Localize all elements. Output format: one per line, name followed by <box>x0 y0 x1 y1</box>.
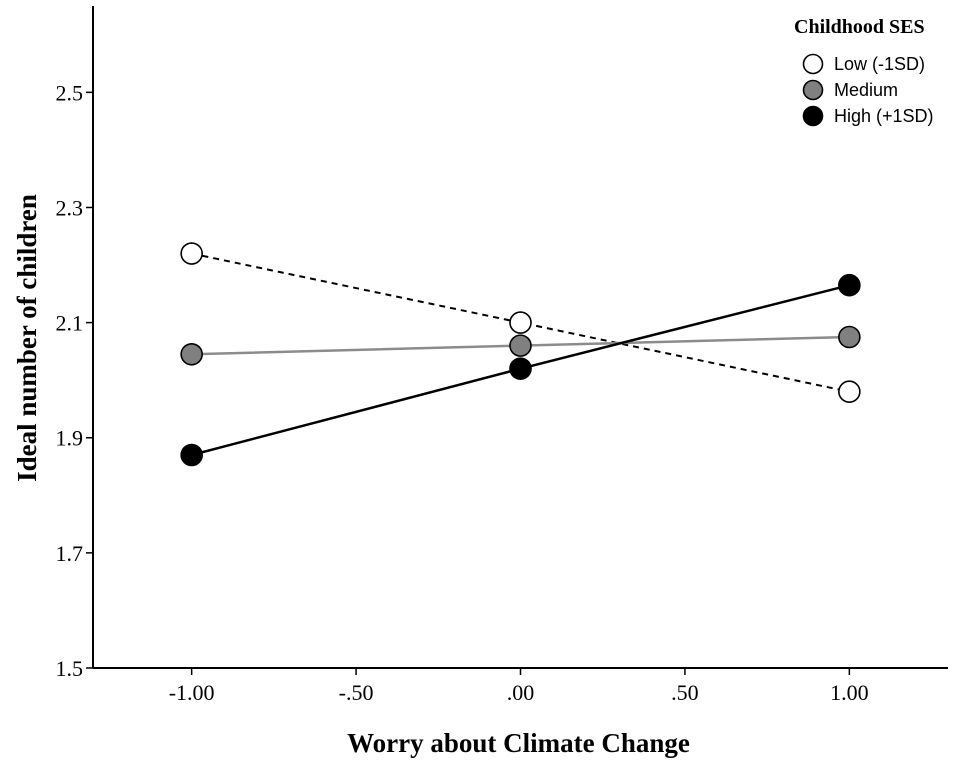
legend-marker-medium <box>802 79 824 101</box>
data-point-medium <box>180 342 203 366</box>
x-tick-label: -.50 <box>339 680 374 705</box>
data-point-low-1sd <box>838 380 861 403</box>
legend-title: Childhood SES <box>794 16 925 38</box>
legend-marker-low-1sd <box>802 53 824 75</box>
x-tick-label: -1.00 <box>169 680 215 705</box>
y-tick-label: 1.9 <box>56 426 84 451</box>
y-axis-title: Ideal number of children <box>12 194 42 482</box>
y-tick-label: 2.5 <box>56 80 84 105</box>
x-tick-label: 1.00 <box>830 680 869 705</box>
series-line-low-1sd <box>191 252 850 393</box>
legend-label-low-1sd: Low (-1SD) <box>834 54 925 74</box>
y-tick-label: 1.7 <box>56 541 84 566</box>
y-ticks: 1.5 1.7 1.9 2.1 2.3 2.5 <box>56 80 93 681</box>
legend-label-high-1sd: High (+1SD) <box>834 106 934 126</box>
y-tick-label: 2.3 <box>56 195 84 220</box>
data-point-high-1sd <box>509 357 532 380</box>
data-point-high-1sd <box>180 443 203 467</box>
x-tick-label: .00 <box>507 680 535 705</box>
data-point-low-1sd <box>509 311 532 334</box>
y-tick-label: 2.1 <box>56 311 84 336</box>
x-axis-title: Worry about Climate Change <box>347 728 690 758</box>
y-tick-label: 1.5 <box>56 656 84 681</box>
legend: Childhood SES Low (-1SD) Medium High (+1SD… <box>794 16 934 127</box>
legend-marker-high-1sd <box>802 105 824 127</box>
x-tick-label: .50 <box>671 680 699 705</box>
data-point-low-1sd <box>180 242 203 265</box>
x-ticks: -1.00 -.50 .00 .50 1.00 <box>169 668 869 705</box>
data-point-medium <box>838 325 861 349</box>
data-point-medium <box>509 334 532 357</box>
legend-label-medium: Medium <box>834 80 898 100</box>
series-points <box>180 242 861 467</box>
data-point-high-1sd <box>838 273 861 297</box>
